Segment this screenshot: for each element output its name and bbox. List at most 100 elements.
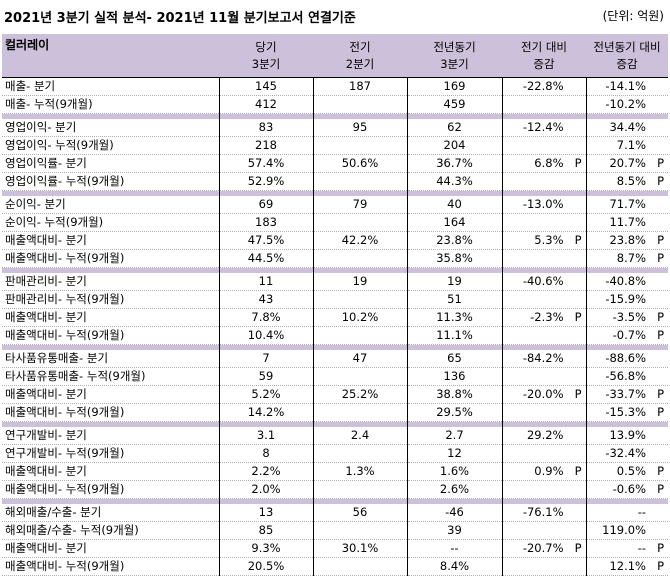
row-label: 매출액대비- 누적(9개월) (2, 557, 220, 576)
report-title: 2021년 3분기 실적 분석- 2021년 11월 분기보고서 연결기준 (4, 11, 356, 26)
header-year-ago: 전년동기 3분기 (407, 34, 502, 78)
table-row: 판매관리비- 누적(9개월) 43 51 -15.9% (2, 290, 668, 309)
previous-quarter-cell (313, 403, 408, 422)
current-quarter-cell: 8 (219, 444, 314, 463)
year-ago-quarter-cell-value: 8.4% (439, 559, 470, 573)
qoq-change-cell: -76.1% (502, 504, 587, 522)
row-label: 매출액대비- 분기 (2, 385, 220, 404)
year-ago-quarter-cell: 164 (407, 213, 503, 232)
qoq-change-cell: 0.9% P (502, 462, 587, 481)
row-label-value: 매출액대비- 누적(9개월) (5, 559, 125, 573)
year-ago-quarter-cell-value: 51 (447, 292, 462, 306)
current-quarter-cell-value: 145 (255, 79, 277, 93)
qoq-change-cell-value: -84.2% (522, 351, 564, 365)
table-header-row: 컬러레이 당기 3분기 전기 2분기 전년동기 3분기 전기 대비 증감 전년동기 대비… (2, 34, 668, 78)
table-row: 매출액대비- 분기 5.2% 25.2% 38.8% -20.0% P -33.7% P (2, 385, 668, 404)
year-ago-quarter-cell: 44.3% (407, 172, 503, 191)
row-label: 매출액대비- 누적(9개월) (2, 249, 220, 268)
table-row: 영업이익률- 누적(9개월) 52.9% 44.3% 8.5% P (2, 172, 668, 191)
percent-point-mark: P (657, 541, 664, 555)
previous-quarter-cell-value: 95 (352, 120, 368, 134)
row-label: 해외매출/수출- 누적(9개월) (2, 521, 220, 540)
table-row: 연구개발비- 누적(9개월) 8 12 -32.4% (2, 444, 668, 463)
earnings-table: 컬러레이 당기 3분기 전기 2분기 전년동기 3분기 전기 대비 증감 전년동기 대비… (2, 34, 668, 576)
previous-quarter-cell-value: 42.2% (341, 233, 379, 247)
current-quarter-cell-value: 8 (262, 446, 270, 460)
year-ago-quarter-cell-value: 40 (447, 197, 462, 211)
row-label: 매출액대비- 분기 (2, 539, 220, 558)
previous-quarter-cell: 56 (313, 504, 408, 522)
percent-point-mark: P (657, 482, 664, 496)
year-ago-quarter-cell-value: 62 (447, 120, 462, 134)
yoy-change-cell: 7.1% (586, 136, 668, 155)
table-row: 매출- 분기 145 187 169 -22.8% -14.1% (2, 77, 668, 96)
year-ago-quarter-cell: 2.7 (407, 427, 503, 445)
year-ago-quarter-cell: 136 (407, 367, 503, 386)
previous-quarter-cell: 50.6% (313, 154, 408, 173)
qoq-change-cell (502, 403, 587, 422)
previous-quarter-cell (313, 367, 408, 386)
previous-quarter-cell: 10.2% (313, 308, 408, 327)
row-label-value: 매출액대비- 누적(9개월) (5, 251, 125, 265)
year-ago-quarter-cell: -- (407, 539, 503, 558)
group-separator (2, 113, 668, 119)
yoy-change-cell-value: -40.8% (605, 274, 646, 288)
qoq-change-cell-value: -20.0% (522, 387, 564, 401)
row-label-value: 매출액대비- 분기 (5, 387, 87, 401)
yoy-change-cell: -14.1% (586, 77, 668, 96)
percent-point-mark: P (574, 541, 582, 555)
row-label: 순이익- 분기 (2, 196, 220, 214)
percent-point-mark: P (657, 310, 664, 324)
percent-point-mark: P (657, 405, 664, 419)
previous-quarter-cell: 187 (313, 77, 408, 96)
yoy-change-cell: 8.5% P (586, 172, 668, 191)
group-separator (2, 267, 668, 273)
current-quarter-cell-value: 85 (258, 523, 274, 537)
row-label-value: 매출- 누적(9개월) (5, 97, 93, 111)
previous-quarter-cell-value: 30.1% (341, 541, 379, 555)
previous-quarter-cell: 47 (313, 350, 408, 368)
row-label: 연구개발비- 누적(9개월) (2, 444, 220, 463)
yoy-change-cell-value: 34.4% (609, 120, 646, 134)
year-ago-quarter-cell: -46 (407, 504, 503, 522)
year-ago-quarter-cell: 29.5% (407, 403, 503, 422)
percent-point-mark: P (657, 464, 664, 478)
yoy-change-cell: 0.5% P (586, 462, 668, 481)
qoq-change-cell-value: -2.3% (530, 310, 564, 324)
current-quarter-cell-value: 3.1 (256, 428, 276, 442)
year-ago-quarter-cell: 39 (407, 521, 503, 540)
row-label-value: 순이익- 누적(9개월) (5, 215, 104, 229)
current-quarter-cell: 14.2% (219, 403, 314, 422)
current-quarter-cell-value: 69 (258, 197, 274, 211)
row-label: 타사품유통매출- 누적(9개월) (2, 367, 220, 386)
year-ago-quarter-cell-value: 44.3% (436, 174, 473, 188)
year-ago-quarter-cell-value: 65 (447, 351, 462, 365)
group-separator (2, 421, 668, 427)
row-label: 연구개발비- 분기 (2, 427, 220, 445)
year-ago-quarter-cell-value: 11.3% (436, 310, 473, 324)
current-quarter-cell: 20.5% (219, 557, 314, 576)
current-quarter-cell: 145 (219, 77, 314, 96)
previous-quarter-cell: 42.2% (313, 231, 408, 250)
current-quarter-cell-value: 57.4% (247, 156, 285, 170)
previous-quarter-cell-value: 47 (352, 351, 368, 365)
row-label-value: 매출액대비- 분기 (5, 233, 87, 247)
yoy-change-cell: 12.1% P (586, 557, 668, 576)
previous-quarter-cell: 79 (313, 196, 408, 214)
year-ago-quarter-cell-value: -- (450, 541, 459, 555)
qoq-change-cell: -2.3% P (502, 308, 587, 327)
row-label-value: 판매관리비- 분기 (5, 274, 87, 288)
previous-quarter-cell: 30.1% (313, 539, 408, 558)
yoy-change-cell-value: -0.6% (612, 482, 646, 496)
yoy-change-cell: -32.4% (586, 444, 668, 463)
year-ago-quarter-cell: 38.8% (407, 385, 503, 404)
row-label: 매출액대비- 분기 (2, 231, 220, 250)
row-label-value: 타사품유통매출- 누적(9개월) (5, 369, 146, 383)
yoy-change-cell: 13.9% (586, 427, 668, 445)
current-quarter-cell: 57.4% (219, 154, 314, 173)
yoy-change-cell: -88.6% (586, 350, 668, 368)
yoy-change-cell: 71.7% (586, 196, 668, 214)
previous-quarter-cell: 95 (313, 119, 408, 137)
yoy-change-cell: -15.3% P (586, 403, 668, 422)
previous-quarter-cell: 1.3% (313, 462, 408, 481)
